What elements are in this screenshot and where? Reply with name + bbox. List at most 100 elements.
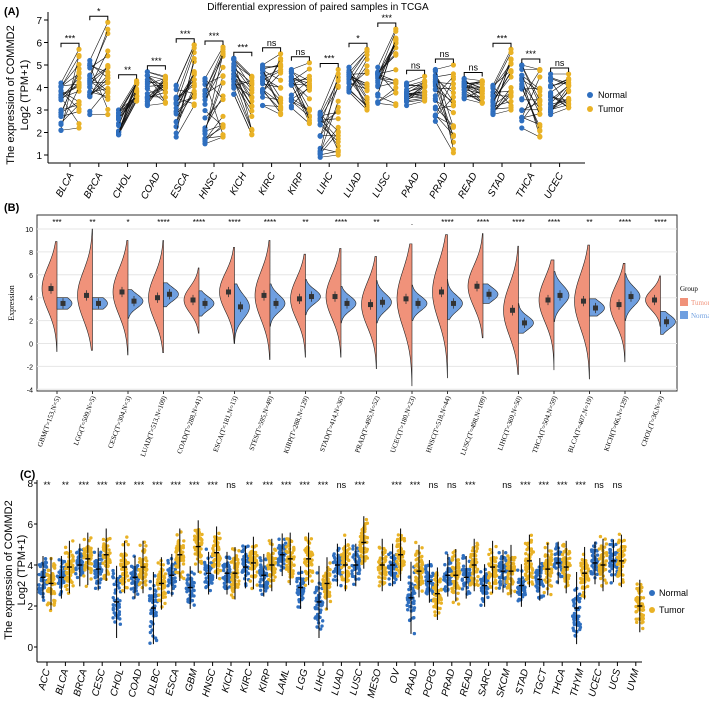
significance-label: ns <box>440 49 450 59</box>
tumor-point <box>641 620 645 624</box>
tumor-point <box>105 96 111 102</box>
normal-point <box>37 572 41 577</box>
normal-point <box>129 587 134 591</box>
normal-point <box>148 579 152 584</box>
normal-point <box>432 106 438 112</box>
significance-label: **** <box>228 218 240 227</box>
normal-point <box>548 97 554 103</box>
tumor-point <box>102 556 106 560</box>
x-tick-label: LUAD <box>330 668 348 697</box>
normal-point <box>332 553 336 558</box>
significance-label: **** <box>157 218 169 227</box>
tumor-point <box>512 565 517 569</box>
normal-point <box>497 551 501 555</box>
significance-bracket <box>89 15 109 21</box>
normal-point <box>258 580 262 584</box>
tumor-point <box>479 81 485 87</box>
significance-label: *** <box>410 480 421 490</box>
legend-label: Normal <box>691 312 709 320</box>
normal-point <box>288 74 294 81</box>
significance-label: *** <box>238 42 249 52</box>
normal-point <box>295 591 299 595</box>
tumor-point <box>181 554 185 558</box>
pair-line <box>60 72 80 113</box>
pair-line <box>492 76 512 100</box>
pair-line <box>60 82 80 101</box>
x-tick-label: STES(T=595,N=49) <box>248 394 275 451</box>
x-tick-label: OV <box>388 667 403 685</box>
normal-point <box>497 580 502 584</box>
tumor-point <box>309 563 314 567</box>
pair-line <box>118 95 137 118</box>
normal-point <box>535 568 539 573</box>
tumor-point <box>475 543 480 547</box>
pair-line <box>118 95 137 135</box>
significance-bracket <box>377 22 397 27</box>
tumor-point <box>63 567 68 571</box>
normal-point <box>461 556 465 560</box>
tumor-point <box>549 592 553 597</box>
tumor-point <box>268 541 273 546</box>
mean-marker <box>664 319 669 325</box>
pair-line <box>319 132 339 154</box>
pair-line <box>89 50 109 88</box>
normal-point <box>412 591 417 595</box>
tumor-point <box>641 608 646 612</box>
y-tick-label: 4 <box>27 561 33 572</box>
pair-line <box>204 49 224 92</box>
tumor-point <box>124 539 128 544</box>
tumor-point <box>217 531 221 536</box>
tumor-point <box>339 553 344 557</box>
normal-point <box>388 582 392 587</box>
normal-point <box>315 607 320 611</box>
x-tick-label: DLBC <box>146 667 164 696</box>
tumor-point <box>468 583 473 587</box>
significance-label: *** <box>207 480 218 490</box>
tumor-point <box>523 559 528 563</box>
normal-point <box>240 549 244 554</box>
normal-point <box>497 564 501 569</box>
tumor-point <box>433 613 437 618</box>
x-tick-label: PRAD(T=495,N=52) <box>353 394 381 454</box>
pair-line <box>492 70 512 87</box>
normal-point <box>554 547 558 551</box>
x-tick-label: SKCM <box>495 667 513 698</box>
tumor-point <box>364 517 369 522</box>
pair-line <box>147 75 166 93</box>
y-tick-label: 1 <box>36 151 42 162</box>
normal-point <box>192 603 196 607</box>
tumor-point <box>105 64 111 70</box>
x-tick-label: UCEC(T=180,N=23) <box>389 394 417 454</box>
normal-point <box>111 595 115 600</box>
normal-point <box>595 553 600 557</box>
tumor-point <box>452 570 456 575</box>
x-tick-label: THCA <box>514 171 537 200</box>
significance-bracket <box>319 63 339 68</box>
normal-point <box>610 566 614 571</box>
normal-point <box>577 620 581 625</box>
tumor-point <box>180 550 184 554</box>
tumor-point <box>431 599 436 603</box>
tumor-point <box>641 596 646 600</box>
mean-marker <box>238 304 243 310</box>
tumor-point <box>488 547 492 552</box>
normal-point <box>337 559 341 563</box>
significance-label: **** <box>264 218 276 227</box>
pair-line <box>233 79 253 117</box>
mean-marker <box>190 297 196 303</box>
tumor-point <box>191 101 197 107</box>
normal-point <box>115 583 119 587</box>
significance-label: *** <box>575 480 586 490</box>
tumor-point <box>401 559 405 563</box>
tumor-point <box>544 559 548 564</box>
x-tick-label: UCEC <box>587 667 605 698</box>
normal-point <box>443 585 448 589</box>
tumor-point <box>163 595 167 599</box>
tumor-point <box>507 557 511 561</box>
tumor-point <box>641 626 645 631</box>
tumor-point <box>254 544 258 548</box>
tumor-point <box>191 55 197 62</box>
tumor-point <box>278 77 284 83</box>
y-tick-label: 4 <box>29 296 33 303</box>
pair-line <box>233 93 253 135</box>
